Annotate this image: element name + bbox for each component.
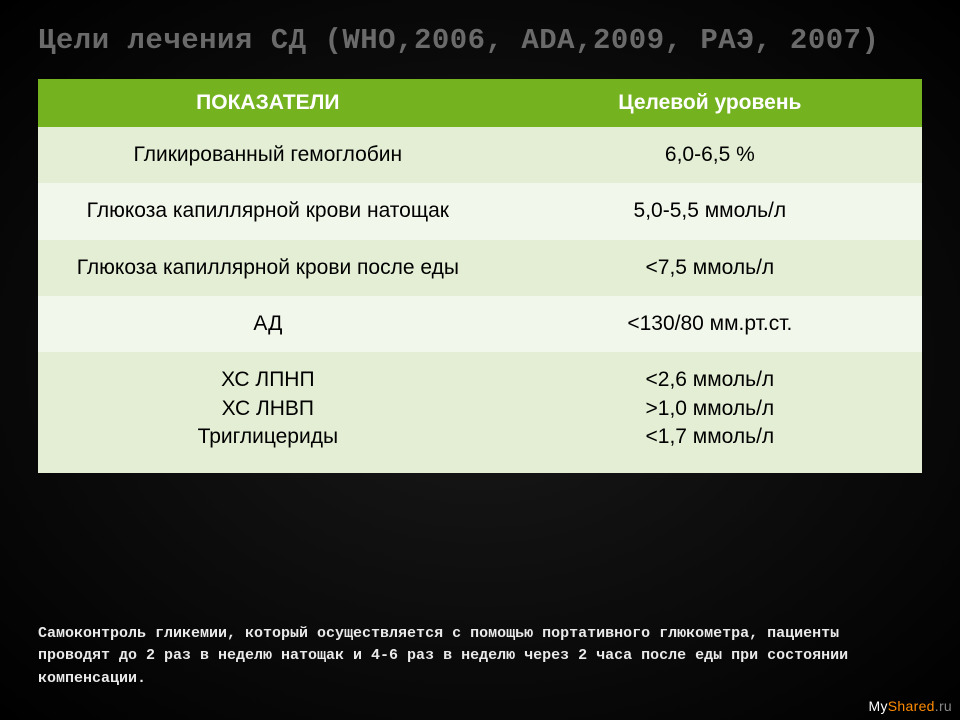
cell-indicator: ХС ЛПНП ХС ЛНВП Триглицериды	[38, 352, 498, 473]
footer-note: Самоконтроль гликемии, который осуществл…	[38, 623, 922, 691]
cell-target: <7,5 ммоль/л	[498, 240, 922, 296]
col-header-indicator: ПОКАЗАТЕЛИ	[38, 79, 498, 127]
cell-target: <2,6 ммоль/л >1,0 ммоль/л <1,7 ммоль/л	[498, 352, 922, 473]
slide-title: Цели лечения СД (WHO,2006, ADA,2009, РАЭ…	[38, 24, 922, 57]
cell-indicator: Глюкоза капиллярной крови натощак	[38, 183, 498, 239]
cell-target: 6,0-6,5 %	[498, 127, 922, 183]
table-row: Глюкоза капиллярной крови после еды<7,5 …	[38, 240, 922, 296]
table-row: АД<130/80 мм.рт.ст.	[38, 296, 922, 352]
watermark-suffix: .ru	[935, 698, 952, 714]
col-header-target: Целевой уровень	[498, 79, 922, 127]
cell-target: 5,0-5,5 ммоль/л	[498, 183, 922, 239]
table-row: Гликированный гемоглобин6,0-6,5 %	[38, 127, 922, 183]
table-row: ХС ЛПНП ХС ЛНВП Триглицериды<2,6 ммоль/л…	[38, 352, 922, 473]
cell-indicator: Глюкоза капиллярной крови после еды	[38, 240, 498, 296]
cell-indicator: АД	[38, 296, 498, 352]
watermark: MyShared.ru	[869, 698, 952, 714]
slide: Цели лечения СД (WHO,2006, ADA,2009, РАЭ…	[0, 0, 960, 720]
table-header-row: ПОКАЗАТЕЛИ Целевой уровень	[38, 79, 922, 127]
cell-indicator: Гликированный гемоглобин	[38, 127, 498, 183]
table-row: Глюкоза капиллярной крови натощак5,0-5,5…	[38, 183, 922, 239]
watermark-shared: Shared	[888, 698, 935, 714]
table-body: Гликированный гемоглобин6,0-6,5 %Глюкоза…	[38, 127, 922, 473]
targets-table: ПОКАЗАТЕЛИ Целевой уровень Гликированный…	[38, 79, 922, 473]
cell-target: <130/80 мм.рт.ст.	[498, 296, 922, 352]
watermark-my: My	[869, 698, 888, 714]
